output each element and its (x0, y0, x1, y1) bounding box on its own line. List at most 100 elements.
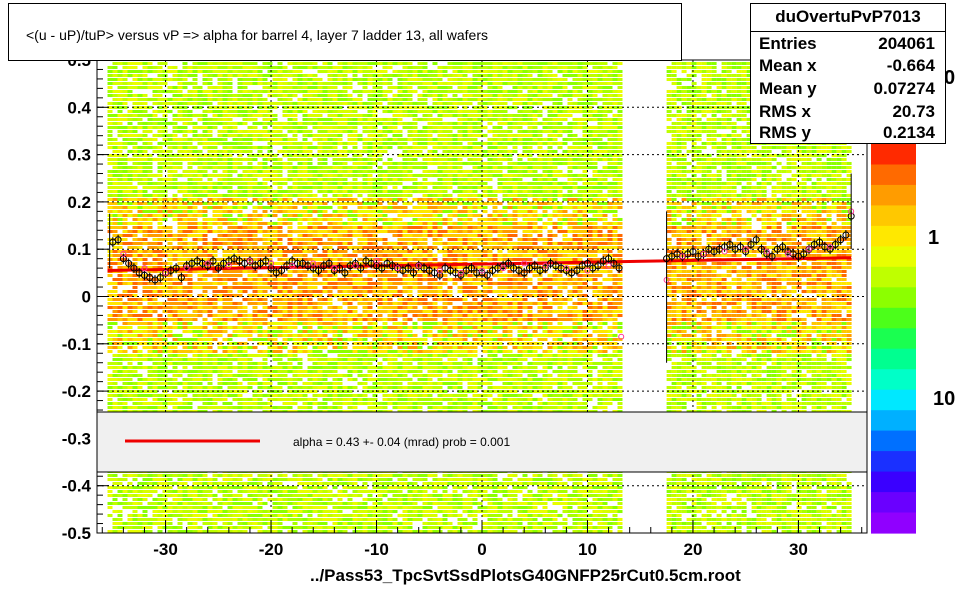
pink-profile-point (700, 250, 707, 257)
pink-profile-point (394, 265, 401, 272)
x-tick-label: -30 (153, 540, 178, 559)
stats-value: 0.2134 (883, 123, 935, 142)
y-tick-label: -0.4 (62, 477, 92, 496)
profile-point (800, 250, 808, 258)
color-scale-swatch (871, 471, 916, 493)
color-scale-swatch (871, 451, 916, 473)
x-tick-label: 10 (578, 540, 597, 559)
profile-point (293, 259, 301, 267)
profile-point (357, 264, 365, 272)
profile-point (531, 262, 539, 270)
color-scale-swatch (871, 184, 916, 206)
histogram-cells (107, 62, 852, 533)
color-scale-label: 10 (933, 388, 955, 410)
file-path-caption: ../Pass53_TpcSvtSsdPlotsG40GNFP25rCut0.5… (310, 566, 741, 585)
profile-point (742, 248, 750, 256)
pink-profile-point (183, 265, 190, 272)
color-scale-swatch (871, 410, 916, 432)
pink-profile-point (805, 246, 812, 253)
color-scale-swatch (871, 266, 916, 288)
profile-point (172, 264, 180, 272)
color-scale-swatch (871, 307, 916, 329)
pink-profile-point (721, 248, 728, 255)
y-tick-label: 0.1 (67, 240, 91, 259)
pink-profile-point (584, 267, 591, 274)
x-tick-label: 30 (789, 540, 808, 559)
color-scale: 1 10 0 (871, 67, 955, 534)
color-scale-swatch (871, 144, 916, 166)
y-tick-label: 0.3 (67, 146, 91, 165)
profile-point (605, 255, 613, 263)
pink-profile-point (605, 262, 612, 269)
profile-point (156, 274, 164, 282)
profile-point (747, 240, 755, 248)
y-tick-label: -0.2 (62, 382, 91, 401)
color-scale-swatch (871, 287, 916, 309)
profile-point (341, 269, 349, 277)
fit-line (107, 256, 852, 272)
color-scale-swatch (871, 328, 916, 350)
profile-point (573, 266, 581, 274)
legend-text: alpha = 0.43 +- 0.04 (mrad) prob = 0.001 (293, 435, 510, 449)
profile-point (594, 262, 602, 270)
profile-point (325, 259, 333, 267)
x-tick-label: 0 (477, 540, 486, 559)
profile-point (816, 238, 824, 246)
profile-point (209, 257, 217, 265)
y-tick-label: 0.4 (67, 98, 91, 117)
pink-profile-point (521, 260, 528, 267)
pink-profile-point (479, 267, 485, 274)
pink-profile-point (415, 262, 422, 269)
profile-point (378, 264, 386, 272)
profile-point (125, 259, 133, 267)
color-scale-swatch (871, 348, 916, 370)
pink-profile-point (204, 260, 211, 267)
pink-profile-point (618, 333, 625, 340)
profile-point (842, 231, 850, 239)
profile-point (409, 269, 417, 277)
pink-profile-point (542, 262, 549, 269)
color-scale-swatch (871, 512, 916, 534)
profile-point (130, 264, 138, 272)
stats-value: 0.07274 (873, 79, 935, 98)
pink-profile-point (246, 258, 253, 265)
fit-legend: alpha = 0.43 +- 0.04 (mrad) prob = 0.001 (96, 411, 868, 473)
profile-point (583, 259, 591, 267)
y-tick-label: 0.2 (67, 193, 91, 212)
color-scale-swatch (871, 246, 916, 268)
pink-profile-point (225, 262, 232, 269)
profile-point (504, 259, 512, 267)
stats-row-rms-x: RMS x 20.73 (759, 102, 935, 122)
y-tick-label: -0.3 (62, 429, 91, 448)
profile-point (779, 243, 787, 251)
y-tick-label: -0.5 (62, 524, 91, 543)
profile-point (826, 245, 834, 253)
color-scale-swatch (871, 430, 916, 452)
profile-point (278, 266, 286, 274)
x-tick-label: -20 (259, 540, 284, 559)
profile-point (436, 271, 444, 279)
stats-label: Mean y (759, 79, 817, 98)
pink-profile-point (457, 269, 464, 276)
stats-separator (751, 31, 945, 32)
pink-profile-point (331, 265, 338, 272)
axes: -0.5-0.4-0.3-0.2-0.100.10.20.30.40.5-30-… (62, 51, 863, 559)
pink-profile-point (742, 246, 749, 253)
pink-profile-point (500, 265, 507, 272)
profile-point (119, 255, 127, 263)
color-scale-swatch (871, 389, 916, 411)
pink-profile-point (352, 262, 359, 269)
color-scale-label: 1 (928, 227, 939, 249)
pink-profile-point (141, 265, 148, 272)
stats-box: duOvertuPvP7013 Entries 204061 Mean x -0… (750, 3, 946, 144)
profile-point (831, 240, 839, 248)
pink-profile-point (784, 250, 791, 257)
stats-value: 204061 (878, 34, 935, 53)
stats-row-entries: Entries 204061 (759, 34, 935, 54)
color-scale-swatch (871, 369, 916, 391)
pink-profile-point (679, 253, 686, 260)
profile-point (114, 236, 122, 244)
profile-point (758, 245, 766, 253)
stats-label: RMS x (759, 102, 811, 121)
pink-profile-point (827, 243, 834, 250)
